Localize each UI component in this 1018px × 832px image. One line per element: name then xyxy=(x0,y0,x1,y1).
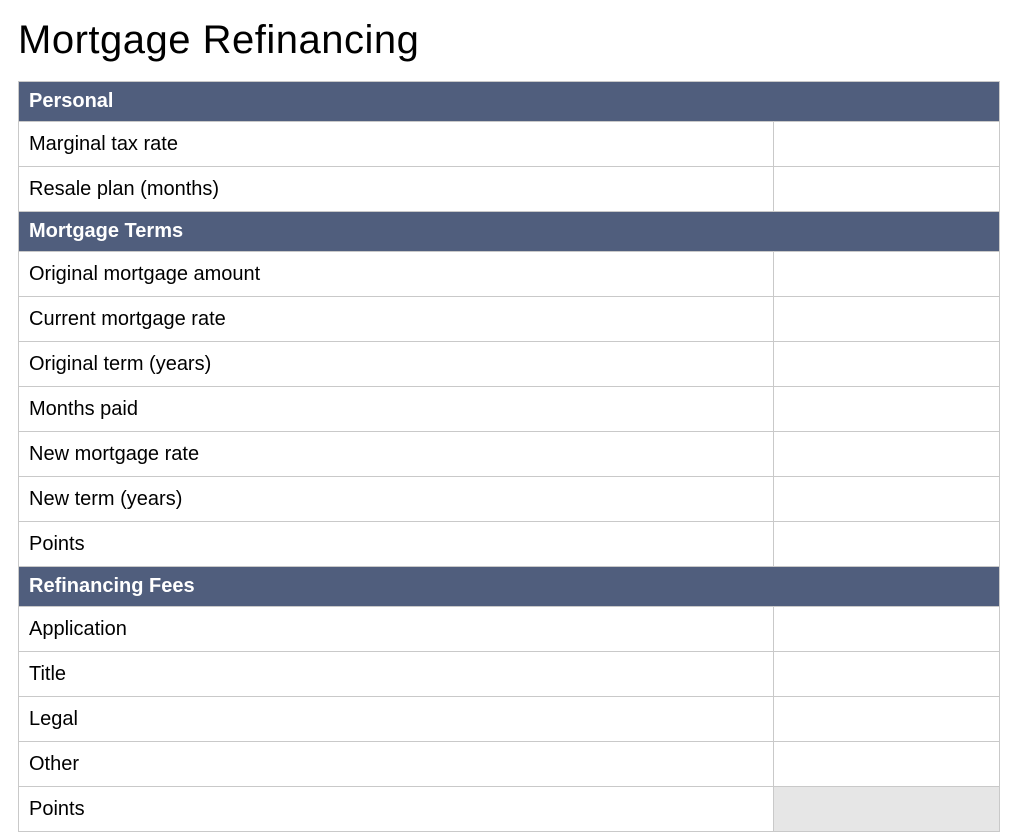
row-label: Title xyxy=(19,652,774,697)
section-title: Personal xyxy=(19,82,1000,122)
section-title: Mortgage Terms xyxy=(19,212,1000,252)
page-title: Mortgage Refinancing xyxy=(18,18,1000,63)
row-value[interactable] xyxy=(774,342,1000,387)
table-row: Marginal tax rate xyxy=(19,122,1000,167)
row-value[interactable] xyxy=(774,607,1000,652)
row-label: Months paid xyxy=(19,387,774,432)
row-label: Marginal tax rate xyxy=(19,122,774,167)
table-row: Original term (years) xyxy=(19,342,1000,387)
table-row: Original mortgage amount xyxy=(19,252,1000,297)
row-label: New term (years) xyxy=(19,477,774,522)
row-value[interactable] xyxy=(774,652,1000,697)
table-row: Resale plan (months) xyxy=(19,167,1000,212)
row-value[interactable] xyxy=(774,477,1000,522)
table-row: Months paid xyxy=(19,387,1000,432)
section-header: Refinancing Fees xyxy=(19,567,1000,607)
table-row: Current mortgage rate xyxy=(19,297,1000,342)
row-value[interactable] xyxy=(774,787,1000,832)
table-row: Other xyxy=(19,742,1000,787)
row-value[interactable] xyxy=(774,252,1000,297)
row-label: Original term (years) xyxy=(19,342,774,387)
section-header: Mortgage Terms xyxy=(19,212,1000,252)
row-label: Application xyxy=(19,607,774,652)
row-label: Points xyxy=(19,522,774,567)
section-header: Personal xyxy=(19,82,1000,122)
row-value[interactable] xyxy=(774,122,1000,167)
table-row: Points xyxy=(19,787,1000,832)
row-label: Resale plan (months) xyxy=(19,167,774,212)
row-value[interactable] xyxy=(774,297,1000,342)
row-label: Other xyxy=(19,742,774,787)
row-value[interactable] xyxy=(774,167,1000,212)
row-label: New mortgage rate xyxy=(19,432,774,477)
table-row: Points xyxy=(19,522,1000,567)
row-label: Points xyxy=(19,787,774,832)
row-value[interactable] xyxy=(774,742,1000,787)
page-container: Mortgage Refinancing PersonalMarginal ta… xyxy=(0,0,1018,832)
table-row: Title xyxy=(19,652,1000,697)
section-title: Refinancing Fees xyxy=(19,567,1000,607)
row-value[interactable] xyxy=(774,697,1000,742)
table-row: Legal xyxy=(19,697,1000,742)
row-value[interactable] xyxy=(774,387,1000,432)
table-row: Application xyxy=(19,607,1000,652)
table-row: New mortgage rate xyxy=(19,432,1000,477)
row-value[interactable] xyxy=(774,522,1000,567)
row-label: Legal xyxy=(19,697,774,742)
refinance-table: PersonalMarginal tax rateResale plan (mo… xyxy=(18,81,1000,832)
table-row: New term (years) xyxy=(19,477,1000,522)
row-value[interactable] xyxy=(774,432,1000,477)
row-label: Original mortgage amount xyxy=(19,252,774,297)
row-label: Current mortgage rate xyxy=(19,297,774,342)
